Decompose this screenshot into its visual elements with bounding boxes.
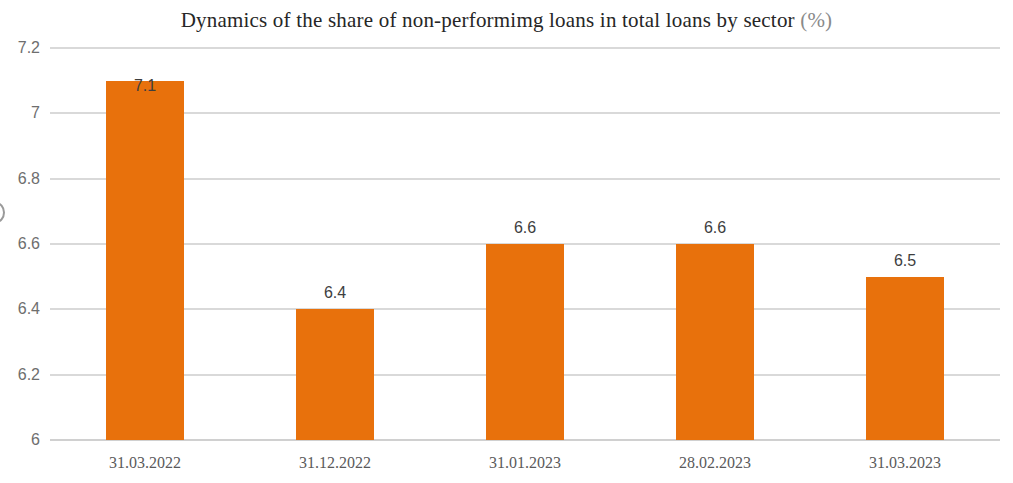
y-axis-tick-label: 7 bbox=[0, 103, 40, 123]
y-axis-tick-label: 7.2 bbox=[0, 38, 40, 58]
clipped-y-axis-title-glyph bbox=[0, 201, 5, 223]
bar-value-label: 6.6 bbox=[675, 218, 755, 238]
chart-title: Dynamics of the share of non-performimg … bbox=[0, 8, 1013, 33]
bar bbox=[486, 244, 564, 440]
x-axis-category-label: 31.03.2023 bbox=[835, 453, 975, 473]
y-axis-tick-label: 6 bbox=[0, 430, 40, 450]
chart-title-text: Dynamics of the share of non-performimg … bbox=[181, 8, 795, 32]
y-axis-tick-label: 6.8 bbox=[0, 169, 40, 189]
y-axis-tick-label: 6.6 bbox=[0, 234, 40, 254]
x-axis-category-label: 31.01.2023 bbox=[455, 453, 595, 473]
bar bbox=[676, 244, 754, 440]
gridline bbox=[50, 112, 1000, 114]
bar-value-label: 6.5 bbox=[865, 251, 945, 271]
y-axis-tick-label: 6.2 bbox=[0, 365, 40, 385]
arc-shape bbox=[0, 202, 5, 223]
bar-value-label: 7.1 bbox=[105, 76, 185, 96]
gridline bbox=[50, 178, 1000, 180]
x-axis-category-label: 31.03.2022 bbox=[75, 453, 215, 473]
gridline bbox=[50, 47, 1000, 49]
bar-value-label: 6.4 bbox=[295, 283, 375, 303]
bar-chart: Dynamics of the share of non-performimg … bbox=[0, 0, 1013, 483]
x-axis-category-label: 31.12.2022 bbox=[265, 453, 405, 473]
bar bbox=[866, 277, 944, 440]
y-axis-tick-label: 6.4 bbox=[0, 299, 40, 319]
bar bbox=[296, 309, 374, 440]
bar bbox=[106, 81, 184, 440]
bar-value-label: 6.6 bbox=[485, 218, 565, 238]
x-axis-category-label: 28.02.2023 bbox=[645, 453, 785, 473]
chart-title-suffix: (%) bbox=[800, 8, 832, 32]
